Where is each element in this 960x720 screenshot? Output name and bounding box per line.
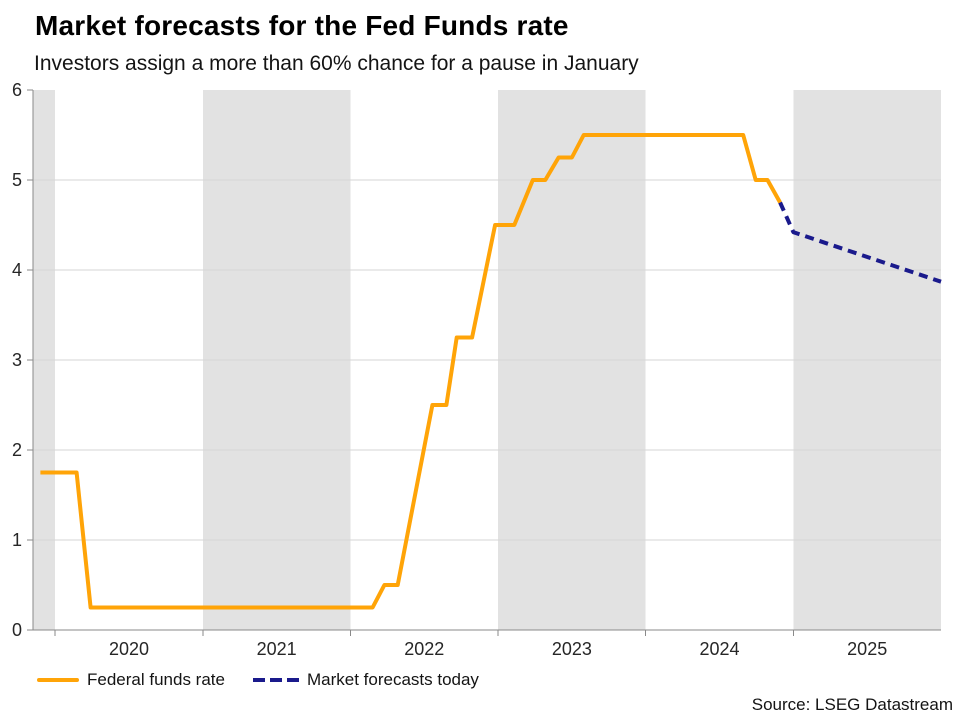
y-tick-label: 1: [12, 530, 22, 550]
y-tick-label: 0: [12, 620, 22, 640]
legend-label: Federal funds rate: [87, 670, 225, 689]
y-tick-label: 3: [12, 350, 22, 370]
chart-title: Market forecasts for the Fed Funds rate: [35, 10, 569, 41]
x-tick-label: 2020: [109, 639, 149, 659]
x-tick-label: 2022: [404, 639, 444, 659]
legend: Federal funds rate Market forecasts toda…: [37, 665, 479, 695]
x-tick-label: 2025: [847, 639, 887, 659]
x-tick-label: 2024: [699, 639, 739, 659]
x-tick-label: 2021: [257, 639, 297, 659]
source-credit: Source: LSEG Datastream: [751, 695, 953, 714]
legend-label: Market forecasts today: [306, 670, 479, 689]
market-forecasts-today-line: [778, 201, 942, 284]
x-tick-label: 2023: [552, 639, 592, 659]
dashed-line-swatch-icon: [252, 678, 299, 682]
legend-item-federal-funds-rate: Federal funds rate: [37, 670, 225, 690]
solid-line-swatch-icon: [37, 678, 79, 682]
y-tick-label: 5: [12, 170, 22, 190]
legend-item-market-forecasts-today: Market forecasts today: [252, 670, 479, 690]
chart-subtitle: Investors assign a more than 60% chance …: [34, 52, 639, 75]
y-tick-label: 6: [12, 80, 22, 100]
y-tick-label: 4: [12, 260, 22, 280]
y-tick-label: 2: [12, 440, 22, 460]
federal-funds-rate-line: [40, 133, 782, 610]
